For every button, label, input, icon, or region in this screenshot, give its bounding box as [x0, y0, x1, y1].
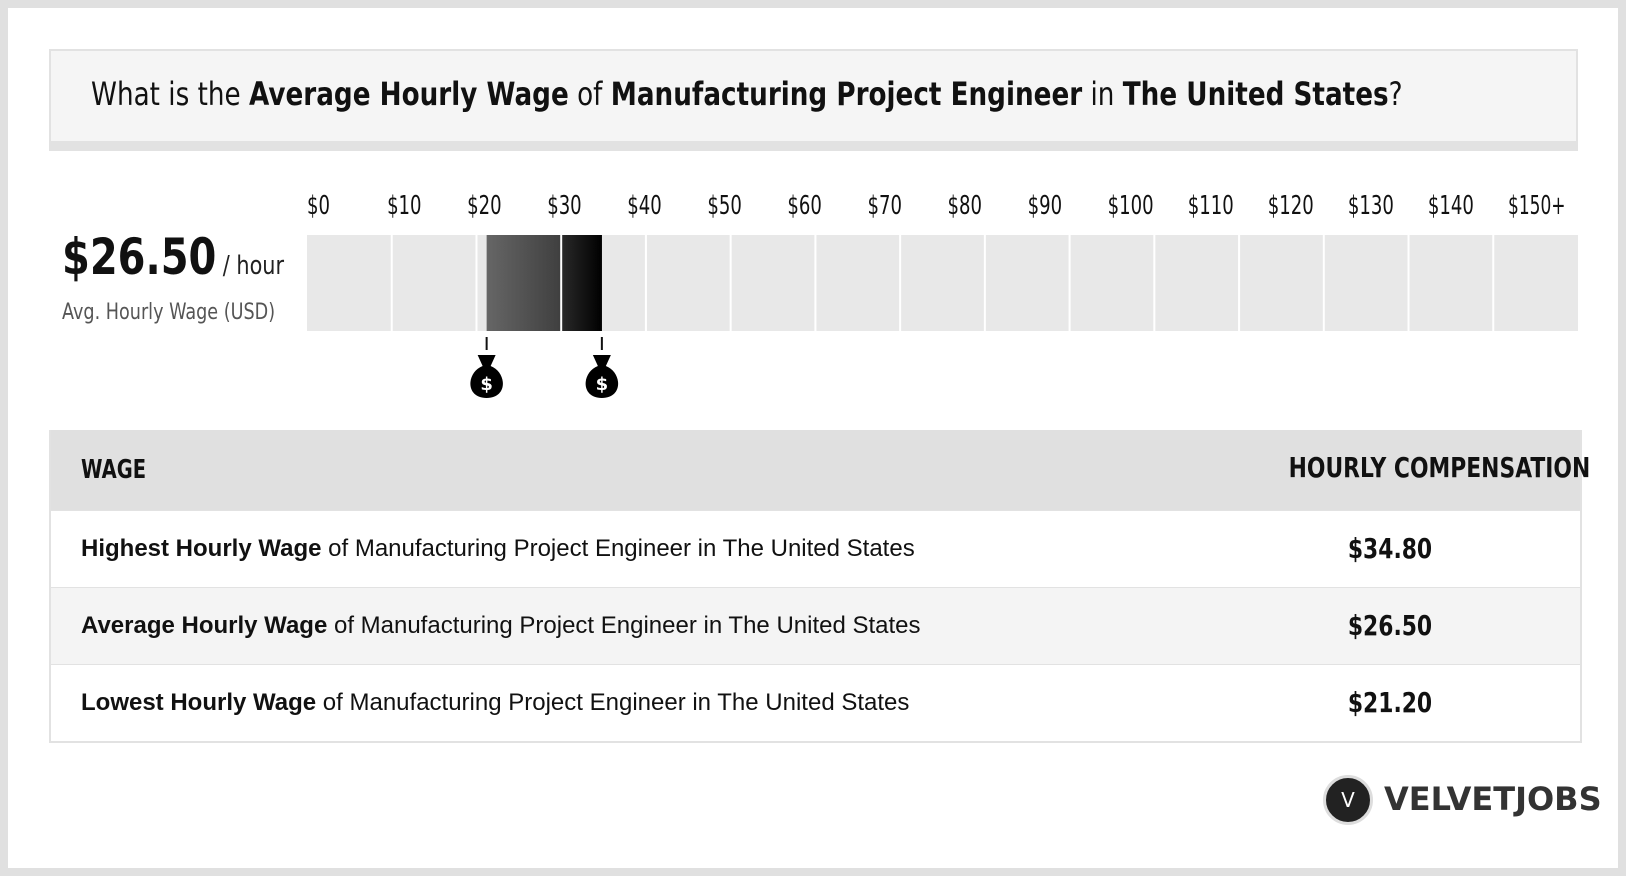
table-row: Lowest Hourly Wage of Manufacturing Proj… [51, 664, 1580, 741]
x-tick-label: $60 [787, 191, 822, 221]
x-tick-label: $140 [1428, 191, 1474, 221]
logo: V VELVETJOBS [1320, 772, 1602, 828]
title-text: in [1082, 75, 1123, 113]
average-wage: $26.50/ hour [62, 228, 284, 286]
x-tick-label: $50 [707, 191, 742, 221]
wage-table: WAGE HOURLY COMPENSATION Highest Hourly W… [49, 430, 1591, 743]
row-text: of Manufacturing Project Engineer in The… [316, 689, 910, 716]
money-bag [470, 355, 503, 398]
wage-value: $26.50 [62, 228, 217, 286]
title: What is the Average Hourly Wage of Manuf… [91, 75, 1403, 113]
wage-label: Avg. Hourly Wage (USD) [62, 300, 276, 325]
wage-range-part [561, 235, 602, 331]
title-box: What is the Average Hourly Wage of Manuf… [49, 49, 1578, 151]
x-tick-label: $20 [467, 191, 502, 221]
x-tick-label: $90 [1028, 191, 1063, 221]
title-text: ? [1388, 75, 1403, 113]
title-text: What is the [91, 75, 249, 113]
header-cell: HOURLY COMPENSATION [1288, 451, 1591, 484]
wage-unit: / hour [222, 251, 285, 281]
x-tick-label: $70 [867, 191, 902, 221]
row-label: Lowest Hourly Wage of Manufacturing Proj… [81, 665, 909, 741]
x-tick-label: $130 [1348, 191, 1394, 221]
money-bag [585, 355, 619, 398]
title-emphasis: The United States [1122, 75, 1389, 113]
row-text: of Manufacturing Project Engineer in The… [327, 612, 921, 639]
row-label: Highest Hourly Wage of Manufacturing Pro… [81, 511, 915, 587]
table-row: Average Hourly Wage of Manufacturing Pro… [51, 587, 1580, 664]
row-emphasis: Highest Hourly Wage [81, 535, 322, 562]
x-tick-label: $80 [948, 191, 983, 221]
row-value: $26.50 [1347, 609, 1433, 642]
x-tick-label: $110 [1188, 191, 1234, 221]
table-header: WAGE HOURLY COMPENSATION [51, 430, 1591, 510]
x-tick-label: $120 [1268, 191, 1314, 221]
title-emphasis: Manufacturing Project Engineer [610, 75, 1083, 113]
wage-scale: $0 $10 $20 $30 $40 $50 $60 $70 $80 $90 $100 $110 $12… [307, 191, 1578, 398]
row-emphasis: Lowest Hourly Wage [81, 689, 317, 716]
money-sign: $ [480, 374, 493, 395]
row-emphasis: Average Hourly Wage [81, 612, 328, 639]
logo-name: VELVETJOBS [1384, 780, 1602, 818]
x-tick-label: $150+ [1508, 191, 1566, 221]
title-text: of [568, 75, 611, 113]
logo-mark: V [1323, 775, 1373, 825]
header-cell: WAGE [81, 455, 147, 485]
row-value: $21.20 [1347, 686, 1433, 719]
x-tick-label: $10 [387, 191, 422, 221]
money-sign: $ [596, 374, 609, 395]
title-emphasis: Average Hourly Wage [248, 75, 569, 113]
x-tick-label: $100 [1108, 191, 1154, 221]
x-tick-label: $40 [627, 191, 662, 221]
x-tick-label: $0 [307, 191, 330, 221]
row-label: Average Hourly Wage of Manufacturing Pro… [81, 588, 921, 664]
table-row: Highest Hourly Wage of Manufacturing Pro… [51, 510, 1580, 587]
x-tick-label: $30 [547, 191, 582, 221]
row-value: $34.80 [1347, 532, 1433, 565]
row-text: of Manufacturing Project Engineer in The… [321, 535, 915, 562]
